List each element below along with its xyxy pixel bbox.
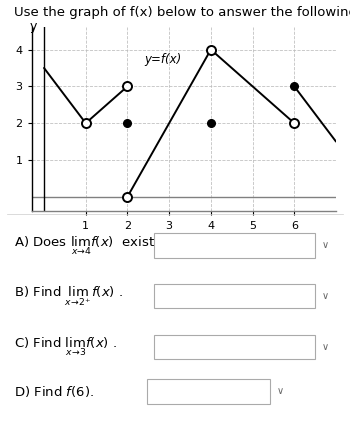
Text: ∨: ∨ xyxy=(276,386,284,396)
Text: A) Does $\lim_{x \to 4} f(x)$  exist?: A) Does $\lim_{x \to 4} f(x)$ exist? xyxy=(14,234,161,257)
Text: C) Find $\lim_{x \to 3} f(x)$ .: C) Find $\lim_{x \to 3} f(x)$ . xyxy=(14,335,117,358)
Text: [ Select ]: [ Select ] xyxy=(168,341,221,353)
Text: D) Find $f(6)$.: D) Find $f(6)$. xyxy=(14,384,94,399)
Text: [ Select ]: [ Select ] xyxy=(161,385,214,398)
Text: y: y xyxy=(30,20,37,33)
Text: [ Select ]: [ Select ] xyxy=(168,290,221,302)
Text: y=f(x): y=f(x) xyxy=(144,53,181,66)
Text: ∨: ∨ xyxy=(322,342,329,352)
Text: [ Select ]: [ Select ] xyxy=(168,239,221,252)
Text: Use the graph of f(x) below to answer the following questions:: Use the graph of f(x) below to answer th… xyxy=(14,6,350,19)
Text: ∨: ∨ xyxy=(322,240,329,250)
Text: B) Find $\lim_{x \to 2^+} f(x)$ .: B) Find $\lim_{x \to 2^+} f(x)$ . xyxy=(14,284,123,308)
Text: ∨: ∨ xyxy=(322,291,329,301)
